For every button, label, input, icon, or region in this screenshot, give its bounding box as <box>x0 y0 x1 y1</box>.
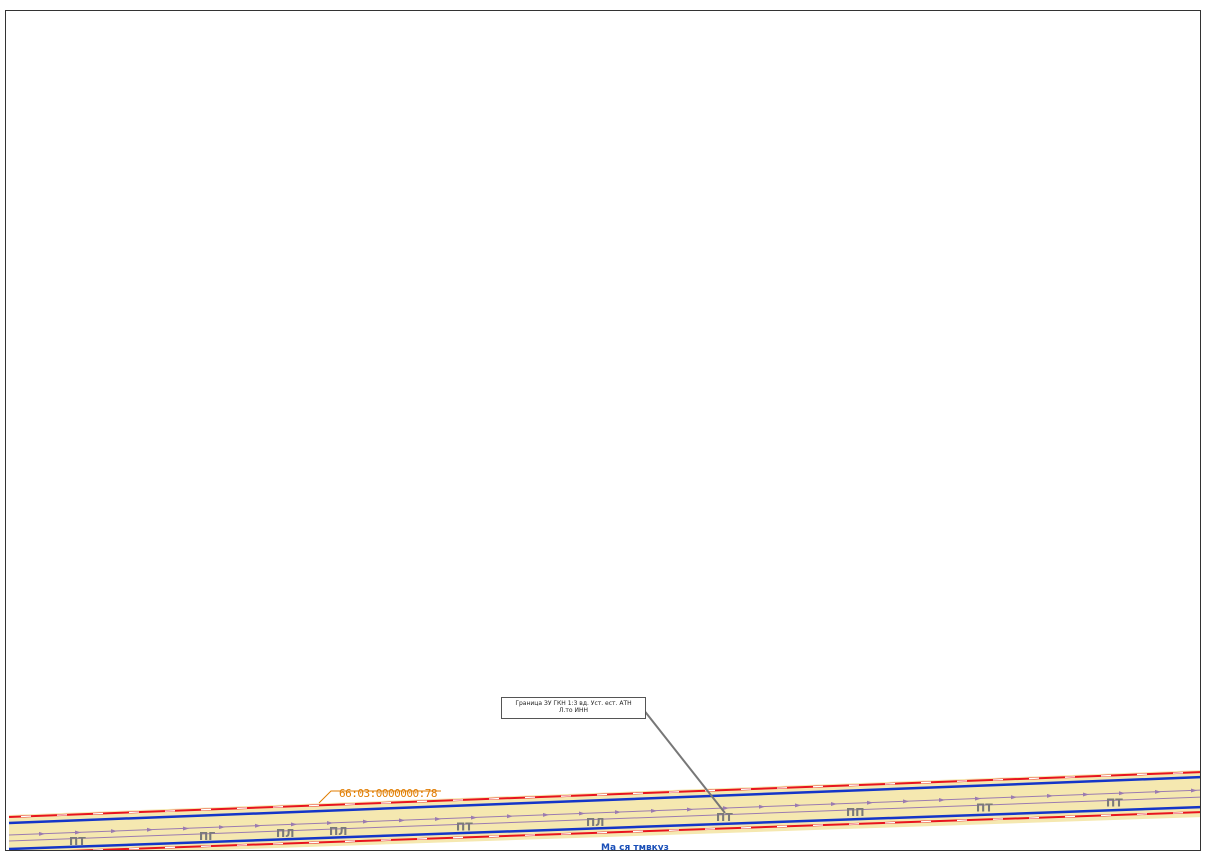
axis-arrow <box>1011 795 1017 800</box>
axis-arrow <box>1119 791 1125 796</box>
segment-label: ПТ <box>716 811 733 824</box>
axis-arrow <box>687 807 693 812</box>
axis-arrow <box>723 806 729 811</box>
segment-label: ПТ <box>456 821 473 834</box>
axis-arrow <box>867 800 873 805</box>
axis-arrow <box>903 799 909 804</box>
axis-arrow <box>651 808 657 813</box>
axis-arrow <box>147 827 153 832</box>
axis-arrow <box>975 796 981 801</box>
segment-label: ПТ <box>69 835 86 848</box>
callout-leader <box>642 708 726 814</box>
axis-arrow <box>1083 792 1089 797</box>
road-boundary-blue-top <box>8 775 1200 825</box>
axis-arrow <box>327 821 333 826</box>
callout-box: Граница ЗУ ГКН 1:3 вд. Уст. ест. АТН Л.т… <box>501 697 646 719</box>
road-axis-1 <box>8 789 1200 836</box>
axis-arrow <box>363 819 369 824</box>
axis-arrow <box>507 814 513 819</box>
map-canvas: ПТ ПГ ПЛ ПТ ПЛ ПТ ПП ПТ ПТ ПЛ <box>8 708 1200 850</box>
axis-arrow <box>111 829 117 834</box>
segment-label: ПГ <box>199 830 215 843</box>
axis-arrow <box>759 804 765 809</box>
axis-arrow <box>183 826 189 831</box>
road-boundary-blue-bottom <box>8 805 1200 850</box>
axis-arrow <box>255 823 261 828</box>
segment-label: ПТ <box>1106 797 1123 810</box>
segment-label: ПЛ <box>586 816 604 829</box>
street-label: Ма ся тмвкуз <box>601 843 669 851</box>
callout-line-1: Граница ЗУ ГКН 1:3 вд. Уст. ест. АТН <box>515 700 632 707</box>
axis-arrow <box>399 818 405 823</box>
segment-label: ПЛ <box>276 827 294 840</box>
parcel-label-leader <box>318 790 441 804</box>
axis-arrow <box>291 822 297 827</box>
segment-label: ПТ <box>976 801 993 814</box>
axis-arrow <box>795 803 801 808</box>
parcel-number-label[interactable]: 66:03:0000000:78 <box>339 787 437 800</box>
axis-arrow <box>939 797 945 802</box>
axis-arrow <box>435 816 441 821</box>
segment-label: ПЛ <box>329 825 347 838</box>
axis-arrow <box>615 810 621 815</box>
axis-arrow <box>1047 793 1053 798</box>
boundary-ticks <box>20 772 1197 850</box>
road-axis-2 <box>8 796 1200 842</box>
map-viewport[interactable]: ПТ ПГ ПЛ ПТ ПЛ ПТ ПП ПТ ПТ ПЛ Граница ЗУ ГКН 1:3 … <box>5 10 1201 851</box>
axis-arrow <box>579 811 585 816</box>
axis-arrow <box>831 802 837 807</box>
axis-arrow <box>471 815 477 820</box>
axis-arrow <box>1155 789 1161 794</box>
segment-labels: ПТ ПГ ПЛ ПТ ПЛ ПТ ПП ПТ ПТ ПЛ <box>69 797 1123 848</box>
axis-arrow <box>75 830 81 835</box>
axis-arrow <box>1191 788 1197 793</box>
axis-arrow <box>219 825 225 830</box>
segment-label: ПП <box>846 806 864 819</box>
axis-arrow <box>39 831 45 836</box>
callout-line-2: Л.то ИНН <box>558 707 588 714</box>
axis-arrow <box>543 812 549 817</box>
